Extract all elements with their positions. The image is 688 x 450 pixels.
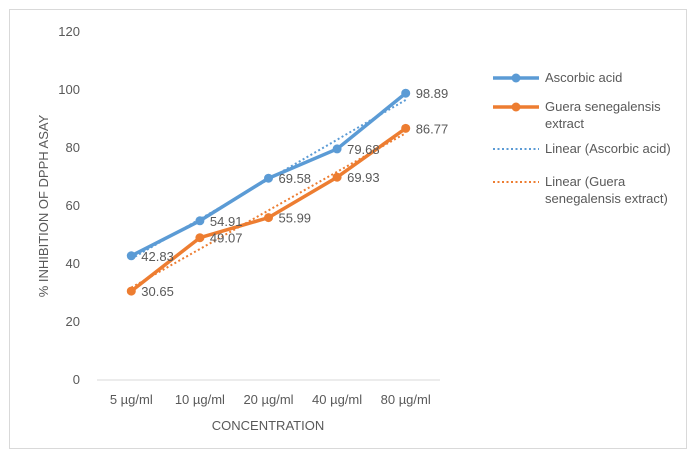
y-tick-label: 40	[66, 256, 80, 271]
x-tick-label: 10 µg/ml	[175, 392, 225, 407]
legend-label: extract	[545, 116, 584, 131]
data-label: 69.93	[347, 170, 380, 185]
y-tick-label: 20	[66, 314, 80, 329]
data-label: 30.65	[141, 284, 174, 299]
data-point	[126, 251, 136, 261]
legend-label: senegalensis extract)	[545, 191, 668, 206]
data-label: 69.58	[279, 171, 312, 186]
data-point	[401, 88, 411, 98]
x-tick-label: 40 µg/ml	[312, 392, 362, 407]
legend-swatch-marker	[511, 102, 521, 112]
y-tick-label: 60	[66, 198, 80, 213]
y-tick-label: 80	[66, 140, 80, 155]
data-label: 55.99	[279, 211, 312, 226]
chart-frame	[9, 9, 687, 449]
y-axis-title: % INHIBITION OF DPPH ASAY	[36, 114, 51, 297]
data-label: 49.07	[210, 231, 243, 246]
data-label: 98.89	[416, 86, 449, 101]
data-label: 79.68	[347, 142, 380, 157]
x-tick-label: 20 µg/ml	[243, 392, 293, 407]
data-point	[126, 286, 136, 296]
legend-label: Linear (Guera	[545, 174, 626, 189]
legend-label: Guera senegalensis	[545, 99, 661, 114]
data-point	[332, 172, 342, 182]
legend-swatch-marker	[511, 73, 521, 83]
legend-label: Linear (Ascorbic acid)	[545, 141, 671, 156]
data-label: 86.77	[416, 121, 449, 136]
data-point	[401, 123, 411, 133]
data-label: 42.83	[141, 249, 174, 264]
data-point	[195, 233, 205, 243]
data-point	[264, 173, 273, 183]
data-point	[332, 144, 342, 154]
data-label: 54.91	[210, 214, 243, 229]
y-tick-label: 100	[58, 82, 80, 97]
legend-label: Ascorbic acid	[545, 70, 622, 85]
y-tick-label: 0	[73, 372, 80, 387]
x-axis-title: CONCENTRATION	[212, 418, 324, 433]
data-point	[264, 213, 273, 223]
x-tick-label: 80 µg/ml	[381, 392, 431, 407]
data-point	[195, 216, 205, 226]
x-tick-label: 5 µg/ml	[110, 392, 153, 407]
y-tick-label: 120	[58, 24, 80, 39]
